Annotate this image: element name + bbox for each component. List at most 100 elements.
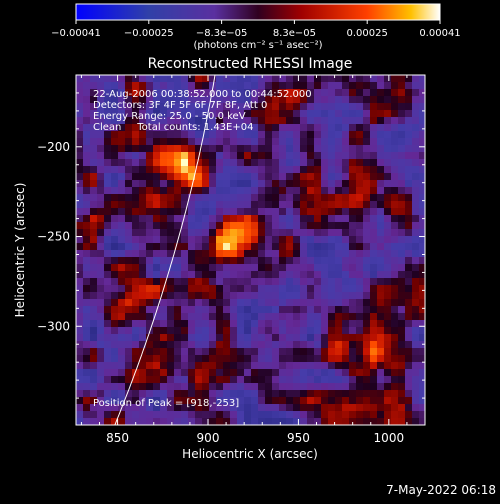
heatmap-cell (188, 124, 195, 131)
heatmap-cell (132, 362, 139, 369)
heatmap-cell (223, 285, 230, 292)
heatmap-cell (139, 376, 146, 383)
heatmap-cell (328, 166, 335, 173)
heatmap-cell (398, 404, 405, 411)
heatmap-cell (97, 222, 104, 229)
heatmap-cell (258, 236, 265, 243)
heatmap-cell (398, 187, 405, 194)
heatmap-cell (342, 418, 349, 425)
heatmap-cell (90, 236, 97, 243)
heatmap-cell (181, 341, 188, 348)
heatmap-cell (118, 411, 125, 418)
heatmap-cell (412, 250, 419, 257)
heatmap-cell (356, 180, 363, 187)
heatmap-cell (188, 257, 195, 264)
heatmap-cell (202, 397, 209, 404)
heatmap-cell (76, 285, 83, 292)
heatmap-cell (328, 271, 335, 278)
heatmap-cell (258, 187, 265, 194)
heatmap-cell (349, 208, 356, 215)
heatmap-cell (349, 215, 356, 222)
heatmap-cell (349, 138, 356, 145)
heatmap-cell (300, 341, 307, 348)
heatmap-cell (202, 278, 209, 285)
heatmap-cell (174, 166, 181, 173)
heatmap-cell (230, 313, 237, 320)
heatmap-cell (195, 292, 202, 299)
heatmap-cell (244, 313, 251, 320)
heatmap-cell (300, 348, 307, 355)
heatmap-cell (209, 236, 216, 243)
heatmap-cell (384, 418, 391, 425)
heatmap-cell (279, 138, 286, 145)
heatmap-cell (279, 201, 286, 208)
heatmap-cell (202, 194, 209, 201)
heatmap-cell (272, 145, 279, 152)
heatmap-cell (293, 376, 300, 383)
heatmap-cell (132, 103, 139, 110)
heatmap-cell (398, 362, 405, 369)
heatmap-cell (279, 243, 286, 250)
heatmap-cell (356, 236, 363, 243)
heatmap-cell (293, 124, 300, 131)
heatmap-cell (244, 236, 251, 243)
heatmap-cell (265, 152, 272, 159)
heatmap-cell (195, 348, 202, 355)
heatmap-cell (104, 257, 111, 264)
heatmap-cell (104, 145, 111, 152)
heatmap-cell (118, 341, 125, 348)
heatmap-cell (167, 166, 174, 173)
heatmap-cell (328, 180, 335, 187)
heatmap-cell (342, 411, 349, 418)
heatmap-cell (97, 418, 104, 425)
heatmap-cell (195, 110, 202, 117)
heatmap-cell (412, 124, 419, 131)
heatmap-cell (90, 124, 97, 131)
heatmap-cell (195, 376, 202, 383)
heatmap-cell (181, 138, 188, 145)
heatmap-cell (251, 341, 258, 348)
heatmap-cell (244, 215, 251, 222)
heatmap-cell (279, 187, 286, 194)
heatmap-cell (125, 131, 132, 138)
heatmap-cell (230, 173, 237, 180)
heatmap-cell (146, 390, 153, 397)
heatmap-cell (83, 341, 90, 348)
heatmap-cell (251, 145, 258, 152)
heatmap-cell (83, 194, 90, 201)
heatmap-cell (377, 180, 384, 187)
heatmap-cell (300, 180, 307, 187)
colorbar-tick-label: −0.00025 (124, 28, 174, 39)
heatmap-cell (146, 327, 153, 334)
heatmap-cell (349, 201, 356, 208)
heatmap-cell (76, 271, 83, 278)
heatmap-cell (160, 187, 167, 194)
heatmap-cell (160, 334, 167, 341)
heatmap-cell (370, 145, 377, 152)
heatmap-cell (412, 404, 419, 411)
heatmap-cell (405, 117, 412, 124)
heatmap-cell (286, 222, 293, 229)
heatmap-cell (209, 369, 216, 376)
heatmap-cell (230, 292, 237, 299)
heatmap-cell (188, 306, 195, 313)
heatmap-cell (167, 103, 174, 110)
heatmap-cell (125, 334, 132, 341)
heatmap-cell (237, 404, 244, 411)
heatmap-cell (83, 397, 90, 404)
heatmap-cell (160, 306, 167, 313)
heatmap-cell (328, 96, 335, 103)
heatmap-cell (342, 299, 349, 306)
heatmap-cell (272, 250, 279, 257)
heatmap-cell (342, 145, 349, 152)
heatmap-cell (174, 397, 181, 404)
heatmap-cell (209, 292, 216, 299)
heatmap-cell (153, 82, 160, 89)
heatmap-cell (188, 215, 195, 222)
heatmap-cell (104, 355, 111, 362)
heatmap-cell (293, 75, 300, 82)
heatmap-cell (258, 383, 265, 390)
heatmap-cell (146, 201, 153, 208)
heatmap-cell (370, 229, 377, 236)
heatmap-cell (405, 96, 412, 103)
